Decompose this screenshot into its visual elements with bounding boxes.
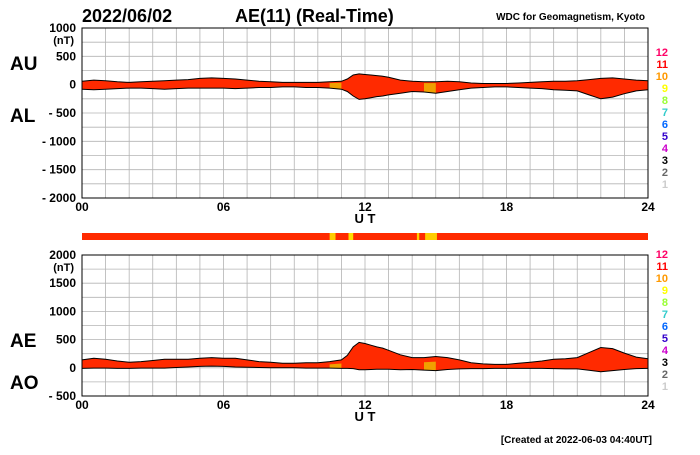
plot-frame <box>81 27 649 199</box>
panel-side-label-al: AL <box>10 106 36 127</box>
x-tick-label: 18 <box>500 200 514 214</box>
legend-station-count: 9 <box>662 285 668 297</box>
y-tick-label: 500 <box>56 49 76 63</box>
band-fill-reduced-stations <box>329 363 342 369</box>
coverage-bar-segment <box>348 233 354 240</box>
band-fill-reduced-stations <box>329 82 342 90</box>
legend-station-count: 9 <box>662 83 668 95</box>
legend-station-count: 8 <box>662 95 668 107</box>
x-tick-label: 18 <box>500 398 514 412</box>
x-tick-label: 00 <box>75 200 89 214</box>
legend-station-count: 6 <box>662 119 668 131</box>
legend-station-count: 1 <box>662 381 668 393</box>
legend-station-count: 7 <box>662 309 668 321</box>
legend-station-count: 2 <box>662 369 668 381</box>
panel-side-label-au: AU <box>10 54 37 75</box>
x-axis-label: U T <box>355 409 376 424</box>
y-tick-label: - 1000 <box>42 134 76 148</box>
legend-station-count: 11 <box>656 59 668 71</box>
legend-station-count: 10 <box>656 273 668 285</box>
x-tick-label: 24 <box>641 398 655 412</box>
y-axis-unit: (nT) <box>53 262 74 274</box>
legend-station-count: 3 <box>662 155 668 167</box>
station-coverage-bar <box>82 233 648 240</box>
y-tick-label: 0 <box>69 78 76 92</box>
x-tick-label: 06 <box>217 398 231 412</box>
y-tick-label: 500 <box>56 333 76 347</box>
x-axis-label: U T <box>355 211 376 226</box>
y-tick-label: 1000 <box>49 304 76 318</box>
x-tick-label: 12 <box>358 398 372 412</box>
series-line-ae <box>81 341 649 365</box>
y-tick-label: - 500 <box>49 106 77 120</box>
legend-station-count: 1 <box>662 179 668 191</box>
legend-station-count: 5 <box>662 131 668 143</box>
band-fill-reduced-stations <box>424 361 436 371</box>
coverage-bar-segment <box>329 233 336 240</box>
legend-station-count: 11 <box>656 261 668 273</box>
band-fill <box>82 73 648 100</box>
chart-title: AE(11) (Real-Time) <box>235 6 394 26</box>
x-tick-label: 06 <box>217 200 231 214</box>
series-line-au <box>81 73 649 84</box>
legend-station-count: 7 <box>662 107 668 119</box>
y-tick-label: 2000 <box>49 248 76 262</box>
panel-side-label-ae: AE <box>10 331 36 352</box>
y-tick-label: 1000 <box>49 21 76 35</box>
coverage-bar-base <box>82 233 648 240</box>
legend-station-count: 3 <box>662 357 668 369</box>
legend-station-count: 4 <box>662 143 669 155</box>
legend-station-count: 12 <box>656 249 668 261</box>
legend-station-count: 10 <box>656 71 668 83</box>
coverage-bar-segment <box>425 233 437 240</box>
legend-station-count: 8 <box>662 297 668 309</box>
y-tick-label: - 1500 <box>42 163 76 177</box>
band-fill <box>82 342 648 372</box>
y-axis-unit: (nT) <box>53 35 74 47</box>
date-label: 2022/06/02 <box>82 6 172 26</box>
legend-station-count: 4 <box>662 345 669 357</box>
panel-au-al: 1000 500 0 - 500 - 1000 - 1500 - 2000 (nT) 00 06 1… <box>10 21 669 226</box>
source-label: WDC for Geomagnetism, Kyoto <box>496 12 645 23</box>
band-fill-reduced-stations <box>424 83 436 94</box>
series-line-ao <box>81 365 649 373</box>
panel-side-label-ao: AO <box>10 373 39 394</box>
series-line-al <box>81 86 649 100</box>
y-tick-label: 0 <box>69 361 76 375</box>
coverage-bar-segment <box>416 233 420 240</box>
y-tick-label: - 2000 <box>42 191 76 205</box>
x-tick-label: 00 <box>75 398 89 412</box>
legend-station-count: 5 <box>662 333 668 345</box>
y-tick-label: - 500 <box>49 389 77 403</box>
y-tick-label: 1500 <box>49 276 76 290</box>
legend-station-count: 2 <box>662 167 668 179</box>
plot-frame <box>81 254 649 397</box>
legend-station-count: 12 <box>656 47 668 59</box>
x-tick-label: 24 <box>641 200 655 214</box>
x-tick-label: 12 <box>358 200 372 214</box>
created-label: [Created at 2022-06-03 04:40UT] <box>501 435 652 446</box>
legend-station-count: 6 <box>662 321 668 333</box>
